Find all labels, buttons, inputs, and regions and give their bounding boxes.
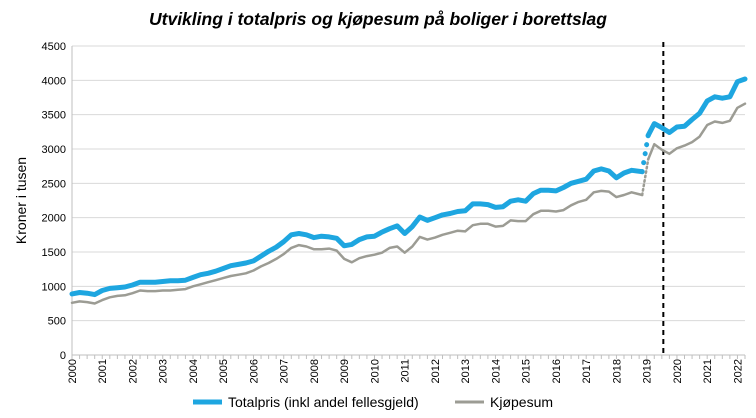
- y-tick-label-1000: 1000: [42, 281, 66, 293]
- y-tick-label-1500: 1500: [42, 247, 66, 259]
- x-tick-label-2018: 2018: [611, 359, 623, 383]
- x-tick-label-2005: 2005: [218, 359, 230, 383]
- x-tick-label-2003: 2003: [158, 359, 170, 383]
- x-tick-label-2017: 2017: [581, 359, 593, 383]
- x-tick-label-2014: 2014: [490, 359, 502, 383]
- series-line-kjopesum-pre: [70, 189, 644, 305]
- x-tick-label-2006: 2006: [248, 359, 260, 383]
- x-tick-label-2011: 2011: [400, 359, 412, 383]
- x-tick-label-2009: 2009: [339, 359, 351, 383]
- series-line-kjopesum-post: [646, 102, 747, 161]
- y-tick-label-3000: 3000: [42, 144, 66, 156]
- x-tick-label-2015: 2015: [521, 359, 533, 383]
- y-tick-label-4500: 4500: [42, 41, 66, 53]
- y-tick-label-0: 0: [60, 350, 66, 362]
- x-tick-label-2010: 2010: [369, 359, 381, 383]
- y-tick-label-4000: 4000: [42, 75, 66, 87]
- y-axis-label: Kroner i tusen: [13, 157, 29, 244]
- x-tick-label-2007: 2007: [279, 359, 291, 383]
- x-tick-label-2001: 2001: [97, 359, 109, 383]
- x-tick-label-2021: 2021: [702, 359, 714, 383]
- x-tick-label-2004: 2004: [188, 359, 200, 383]
- x-axis-ticks: 2000 2001 2002 2003 2004 2005 2006 2007 2008 2009…: [67, 355, 746, 383]
- legend-label-kjopesum: Kjøpesum: [490, 394, 553, 410]
- series-break-totalpris: [639, 132, 651, 175]
- series-break-kjopesum: [640, 158, 650, 197]
- y-axis-ticks: 0 500 1000 1500 2000 2500 3000 3500 4000 4500: [42, 41, 66, 362]
- y-tick-label-500: 500: [48, 316, 66, 328]
- y-tick-label-2000: 2000: [42, 213, 66, 225]
- legend-label-totalpris: Totalpris (inkl andel fellesgjeld): [228, 394, 419, 410]
- x-tick-label-2008: 2008: [309, 359, 321, 383]
- x-tick-label-2012: 2012: [430, 359, 442, 383]
- gridlines: [71, 42, 745, 356]
- series-line-totalpris-post: [645, 76, 748, 138]
- x-tick-label-2002: 2002: [127, 359, 139, 383]
- x-tick-label-2016: 2016: [551, 359, 563, 383]
- series-lines: [69, 76, 748, 305]
- legend: Totalpris (inkl andel fellesgjeld) Kjøpe…: [193, 394, 553, 410]
- x-tick-label-2022: 2022: [732, 359, 744, 383]
- series-line-totalpris-pre: [69, 166, 645, 298]
- y-tick-label-3500: 3500: [42, 110, 66, 122]
- x-tick-label-2020: 2020: [672, 359, 684, 383]
- x-tick-label-2000: 2000: [67, 359, 79, 383]
- y-tick-label-2500: 2500: [42, 178, 66, 190]
- chart-title: Utvikling i totalpris og kjøpesum på bol…: [149, 9, 607, 29]
- x-tick-label-2019: 2019: [642, 359, 654, 383]
- x-tick-label-2013: 2013: [460, 359, 472, 383]
